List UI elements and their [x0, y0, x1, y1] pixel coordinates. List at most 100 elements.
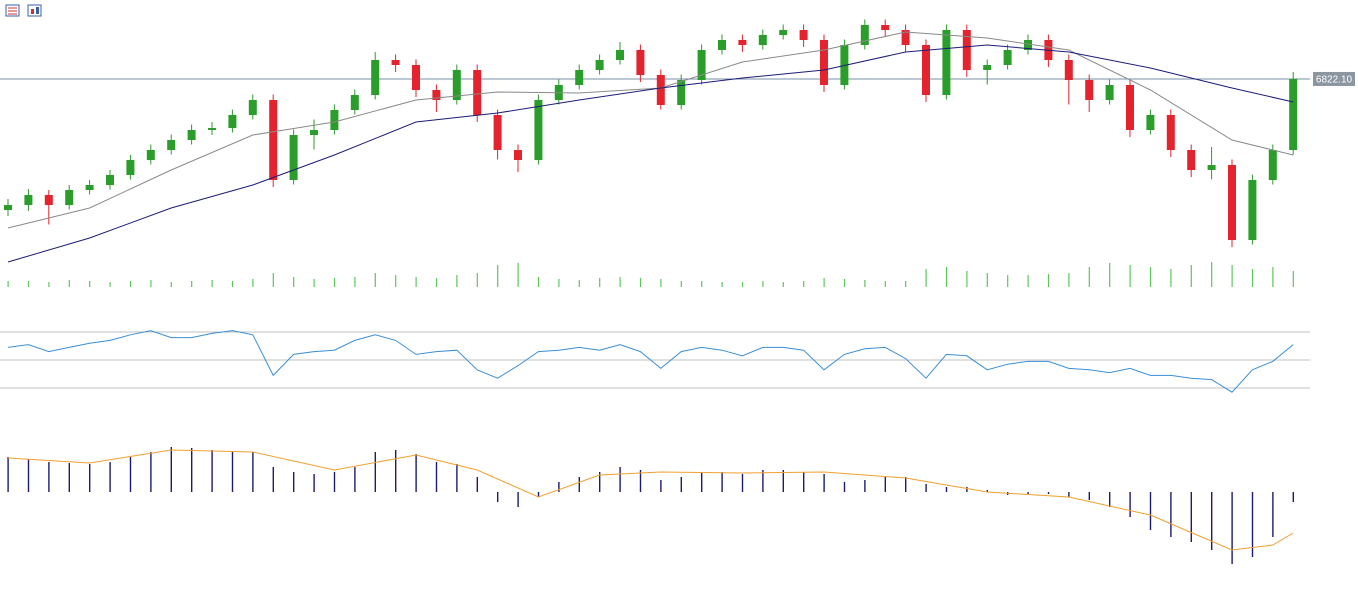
candle-body	[473, 70, 482, 115]
volume-bar	[109, 282, 111, 287]
volume-bar	[721, 282, 723, 287]
volume-bar	[293, 277, 295, 287]
candle-body	[1146, 115, 1155, 130]
macd-bar	[1047, 492, 1050, 494]
volume-bar	[354, 277, 356, 287]
chart-icon[interactable]	[27, 4, 42, 17]
candle-body	[167, 140, 176, 150]
macd-bar	[864, 480, 866, 492]
macd-bar	[354, 467, 356, 492]
macd-bar	[333, 472, 336, 492]
macd-bar	[497, 492, 499, 502]
candle-body	[1105, 85, 1114, 100]
volume-bar	[1292, 271, 1294, 287]
macd-bar	[517, 492, 519, 507]
macd-bar	[435, 462, 438, 492]
macd-bar	[313, 474, 315, 492]
candle-body	[534, 100, 543, 160]
macd-bar	[619, 467, 621, 492]
volume-bar	[89, 281, 91, 287]
macd-bar	[1211, 492, 1213, 550]
candle-body	[44, 195, 53, 205]
volume-bar	[1149, 267, 1152, 287]
macd-bar	[395, 450, 397, 492]
volume-bar	[211, 280, 213, 287]
volume-bar	[945, 267, 948, 287]
volume-bar	[578, 280, 580, 287]
macd-bar	[905, 477, 907, 492]
volume-bar	[231, 281, 234, 287]
candle-body	[942, 30, 951, 95]
macd-bar	[1272, 492, 1274, 537]
volume-bar	[966, 271, 968, 287]
price-label: 6822.10	[1316, 75, 1353, 86]
macd-bar	[374, 452, 376, 492]
macd-bar	[1129, 492, 1131, 517]
macd-bar	[741, 474, 744, 492]
macd-bar	[680, 477, 682, 492]
volume-bar	[1170, 269, 1172, 287]
volume-bar	[497, 265, 499, 287]
macd-bar	[48, 462, 50, 492]
volume-bar	[1251, 269, 1254, 287]
volume-bar	[884, 281, 886, 287]
candle-body	[1085, 80, 1094, 100]
candle-body	[24, 195, 33, 205]
candle-body	[1024, 40, 1032, 50]
candle-body	[289, 135, 298, 180]
candle-body	[1064, 60, 1073, 80]
volume-bar	[517, 263, 519, 287]
candle-body	[146, 150, 155, 160]
candle-body	[636, 50, 645, 75]
candle-body	[677, 80, 686, 105]
macd-bar	[89, 464, 91, 492]
volume-bar	[1231, 265, 1233, 287]
macd-bar	[1292, 492, 1294, 502]
volume-bar	[864, 280, 866, 287]
volume-bar	[1088, 267, 1090, 287]
macd-bar	[170, 447, 172, 492]
rsi-line	[7, 330, 1294, 393]
volume-bar	[1047, 274, 1050, 287]
candle-body	[493, 115, 502, 150]
volume-bar	[925, 269, 927, 287]
volume-bar	[1211, 262, 1213, 287]
macd-bar	[782, 470, 784, 492]
volume-bar	[456, 275, 458, 287]
volume-bar	[68, 280, 70, 287]
macd-bar	[762, 470, 764, 492]
macd-bar	[803, 472, 805, 492]
macd-bar	[925, 484, 927, 492]
volume-bar	[1109, 263, 1111, 287]
macd-bar	[966, 487, 968, 492]
candle-body	[1166, 115, 1175, 150]
volume-bar	[986, 273, 988, 287]
candle-body	[1228, 165, 1236, 240]
candle-body	[412, 65, 420, 90]
candle-body	[983, 65, 992, 70]
volume-bar	[252, 279, 254, 287]
candle-body	[310, 130, 318, 135]
candle-body	[1289, 78, 1298, 150]
moving-average	[7, 44, 1294, 263]
volume-bar	[843, 279, 846, 287]
macd-bar	[639, 470, 642, 492]
macd-bar	[415, 454, 417, 492]
candle-body	[779, 30, 788, 35]
candle-body	[208, 128, 216, 130]
candle-body	[962, 30, 971, 70]
volume-bar	[415, 277, 417, 287]
macd-bar	[1251, 492, 1254, 557]
macd-bar	[823, 474, 825, 492]
toolbar[interactable]	[5, 4, 42, 17]
macd-bar	[272, 467, 274, 492]
candle-body	[1187, 150, 1196, 170]
candle-body	[758, 35, 767, 45]
volume-bar	[150, 280, 152, 287]
volume-bar	[701, 281, 703, 287]
macd-bar	[293, 472, 295, 492]
volume-bar	[823, 278, 825, 287]
candle-body	[697, 50, 706, 80]
candle-body	[656, 75, 665, 105]
